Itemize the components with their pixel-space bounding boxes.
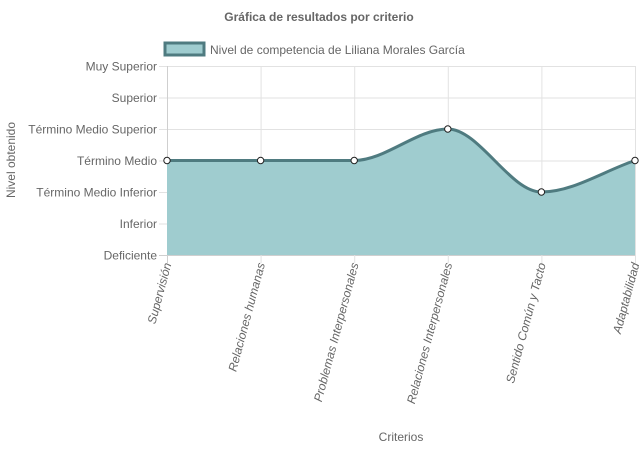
legend-swatch (163, 41, 206, 57)
data-point[interactable] (256, 156, 265, 165)
data-point[interactable] (537, 188, 546, 196)
y-axis: Deficiente Inferior Término Medio Inferior… (28, 60, 157, 263)
x-tick-label: Relaciones humanas (225, 261, 268, 373)
x-tick-label: Adaptabilidad (610, 261, 639, 336)
y-tick-label: Muy Superior (86, 60, 157, 74)
x-tick-label: Relaciones Interpersonales (404, 261, 455, 405)
x-axis-title: Criterios (379, 430, 424, 444)
y-tick-label: Término Medio (77, 154, 157, 168)
x-axis: Supervisión Relaciones humanas Problemas I… (145, 261, 639, 405)
y-tick-label: Deficiente (104, 249, 158, 263)
series-area (167, 129, 635, 255)
y-axis-title: Nivel obtenido (4, 122, 18, 198)
y-tick-label: Superior (112, 91, 157, 105)
y-tick-label: Inferior (120, 217, 157, 231)
data-point[interactable] (444, 125, 452, 133)
data-point[interactable] (631, 156, 639, 165)
data-points (163, 125, 639, 196)
legend-label: Nivel de competencia de Liliana Morales … (210, 43, 465, 57)
y-tick-label: Término Medio Inferior (36, 186, 157, 200)
x-tick-label: Sentido Común y Tacto (503, 261, 549, 385)
chart-title: Gráfica de resultados por criterio (224, 10, 413, 24)
y-tick-label: Término Medio Superior (28, 123, 157, 137)
x-tick-label: Supervisión (145, 261, 175, 326)
data-point[interactable] (350, 156, 358, 165)
x-tick-label: Problemas Interpersonales (311, 261, 362, 403)
legend[interactable]: Nivel de competencia de Liliana Morales … (163, 41, 465, 57)
data-point[interactable] (163, 156, 171, 165)
